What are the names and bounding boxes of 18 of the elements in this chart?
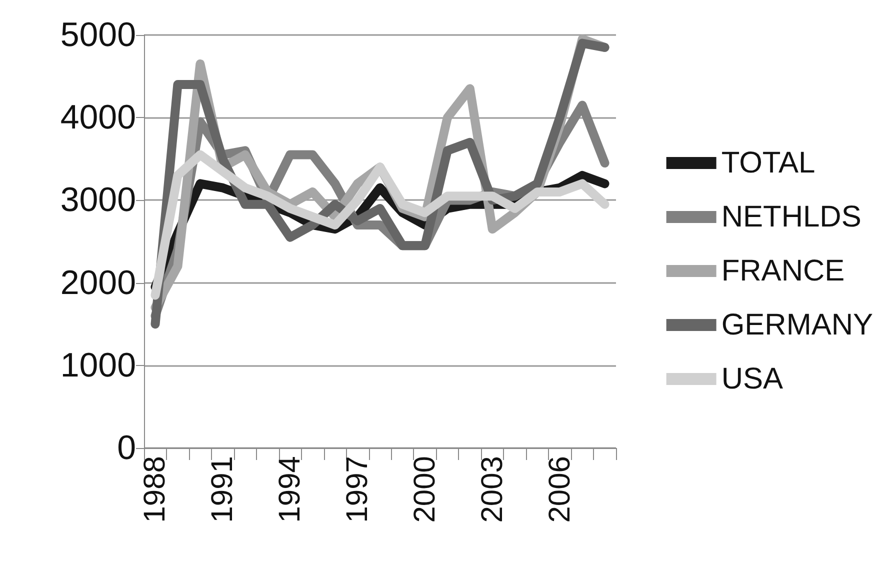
legend-label: TOTAL	[721, 146, 816, 180]
x-tick-label: 1988	[138, 456, 172, 523]
legend-label: NETHLDS	[721, 200, 862, 234]
legend-label: GERMANY	[721, 308, 874, 342]
x-tick-label: 1997	[341, 456, 374, 523]
y-tick-label: 0	[117, 429, 136, 467]
x-tick-label: 1991	[206, 456, 240, 523]
x-tick-label: 2003	[476, 456, 509, 523]
y-tick-label: 3000	[60, 181, 136, 220]
x-tick-label: 1994	[274, 456, 307, 523]
y-tick-label: 1000	[60, 346, 136, 384]
y-tick-label: 2000	[60, 264, 136, 302]
y-tick-label: 4000	[60, 98, 136, 137]
x-tick-label: 2006	[543, 456, 576, 523]
legend-label: USA	[721, 362, 784, 396]
legend-label: FRANCE	[721, 254, 845, 288]
x-tick-label: 2000	[408, 456, 442, 523]
y-tick-label: 5000	[60, 16, 136, 54]
